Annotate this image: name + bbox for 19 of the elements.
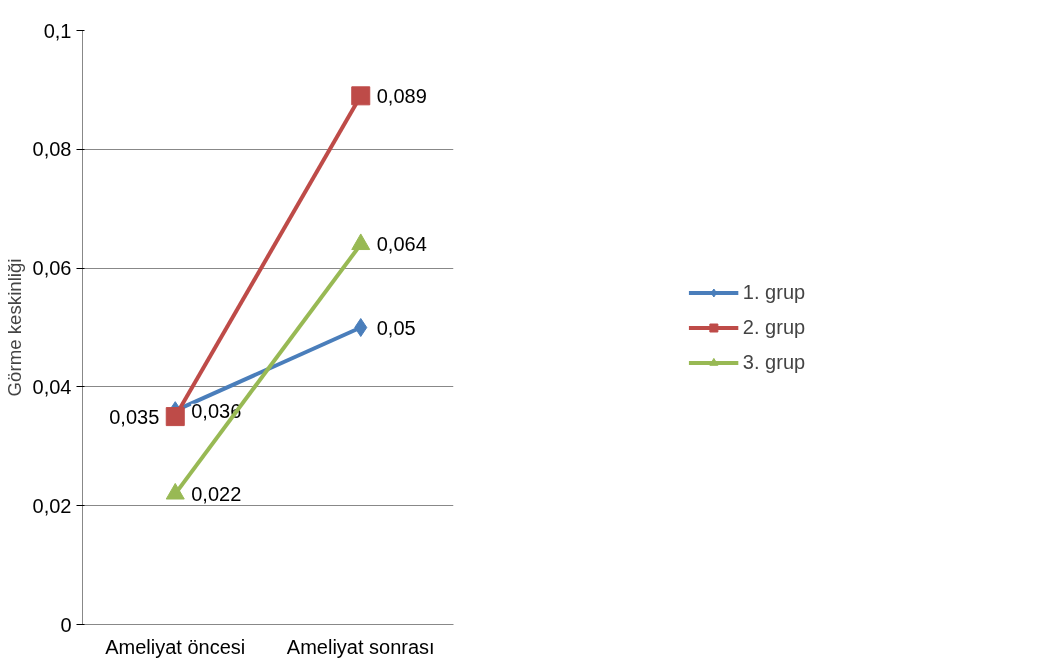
legend-label: 2. grup xyxy=(742,315,806,339)
x-tick-label: Ameliyat sonrası xyxy=(286,635,435,658)
data-label: 0,05 xyxy=(376,316,416,339)
data-label: 0,089 xyxy=(376,84,427,107)
data-label: 0,064 xyxy=(376,233,427,256)
y-axis-title: Görme keskinliği xyxy=(3,258,25,397)
point xyxy=(354,318,368,337)
x-tick-label: Ameliyat öncesi xyxy=(105,635,246,658)
point xyxy=(351,86,371,106)
data-label: 0,035 xyxy=(109,405,160,428)
legend-label: 3. grup xyxy=(742,350,806,374)
y-tick-label: 0 xyxy=(60,613,72,636)
y-tick-label: 0,02 xyxy=(32,494,72,517)
y-tick-label: 0,04 xyxy=(32,375,72,398)
y-tick-label: 0,08 xyxy=(32,138,72,161)
y-tick-label: 0,1 xyxy=(43,19,72,42)
y-tick-label: 0,06 xyxy=(32,257,72,280)
legend-label: 1. grup xyxy=(742,280,806,304)
data-label: 0,022 xyxy=(191,482,242,505)
